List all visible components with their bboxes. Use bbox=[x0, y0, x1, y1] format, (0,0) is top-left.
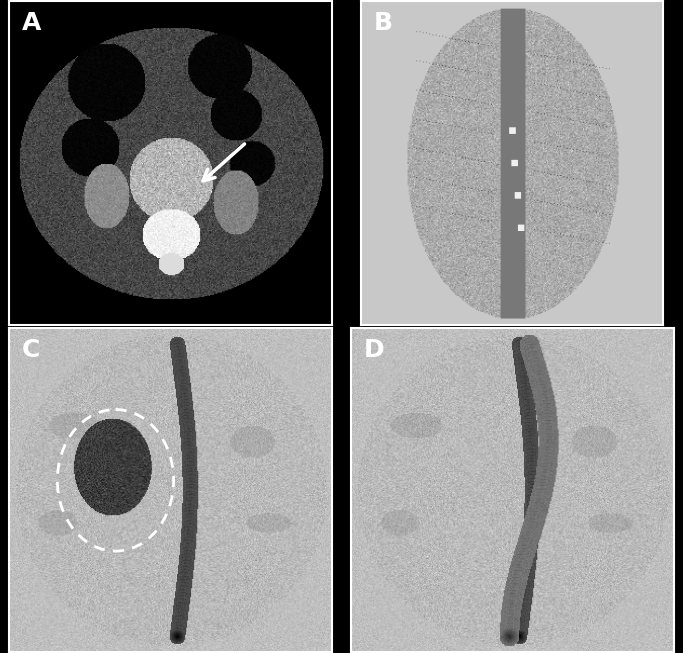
Text: C: C bbox=[22, 338, 40, 362]
Text: D: D bbox=[363, 338, 385, 362]
Text: A: A bbox=[22, 11, 41, 35]
Text: B: B bbox=[374, 11, 393, 35]
